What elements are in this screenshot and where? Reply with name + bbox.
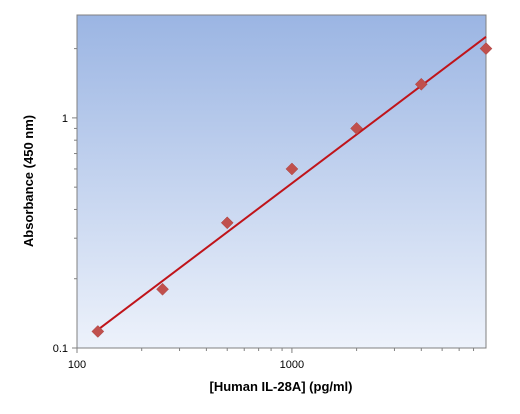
- y-axis-title: Absorbance (450 nm): [21, 115, 36, 247]
- data-point: [91, 325, 105, 338]
- data-point: [285, 162, 299, 176]
- data-point: [479, 42, 493, 55]
- x-tick-label: 100: [68, 359, 86, 371]
- y-tick-label: 1: [62, 113, 68, 125]
- axis-ticks: 100 1000 0.1 1: [53, 48, 475, 371]
- data-point: [350, 122, 363, 135]
- plot-area: [76, 14, 487, 349]
- data-point: [220, 216, 234, 230]
- y-tick-label: 0.1: [53, 343, 68, 355]
- data-point: [156, 282, 169, 296]
- x-tick-label: 1000: [280, 359, 304, 371]
- data-points: [91, 42, 493, 338]
- data-point: [414, 77, 428, 91]
- x-axis-title: [Human IL-28A] (pg/ml): [210, 379, 353, 394]
